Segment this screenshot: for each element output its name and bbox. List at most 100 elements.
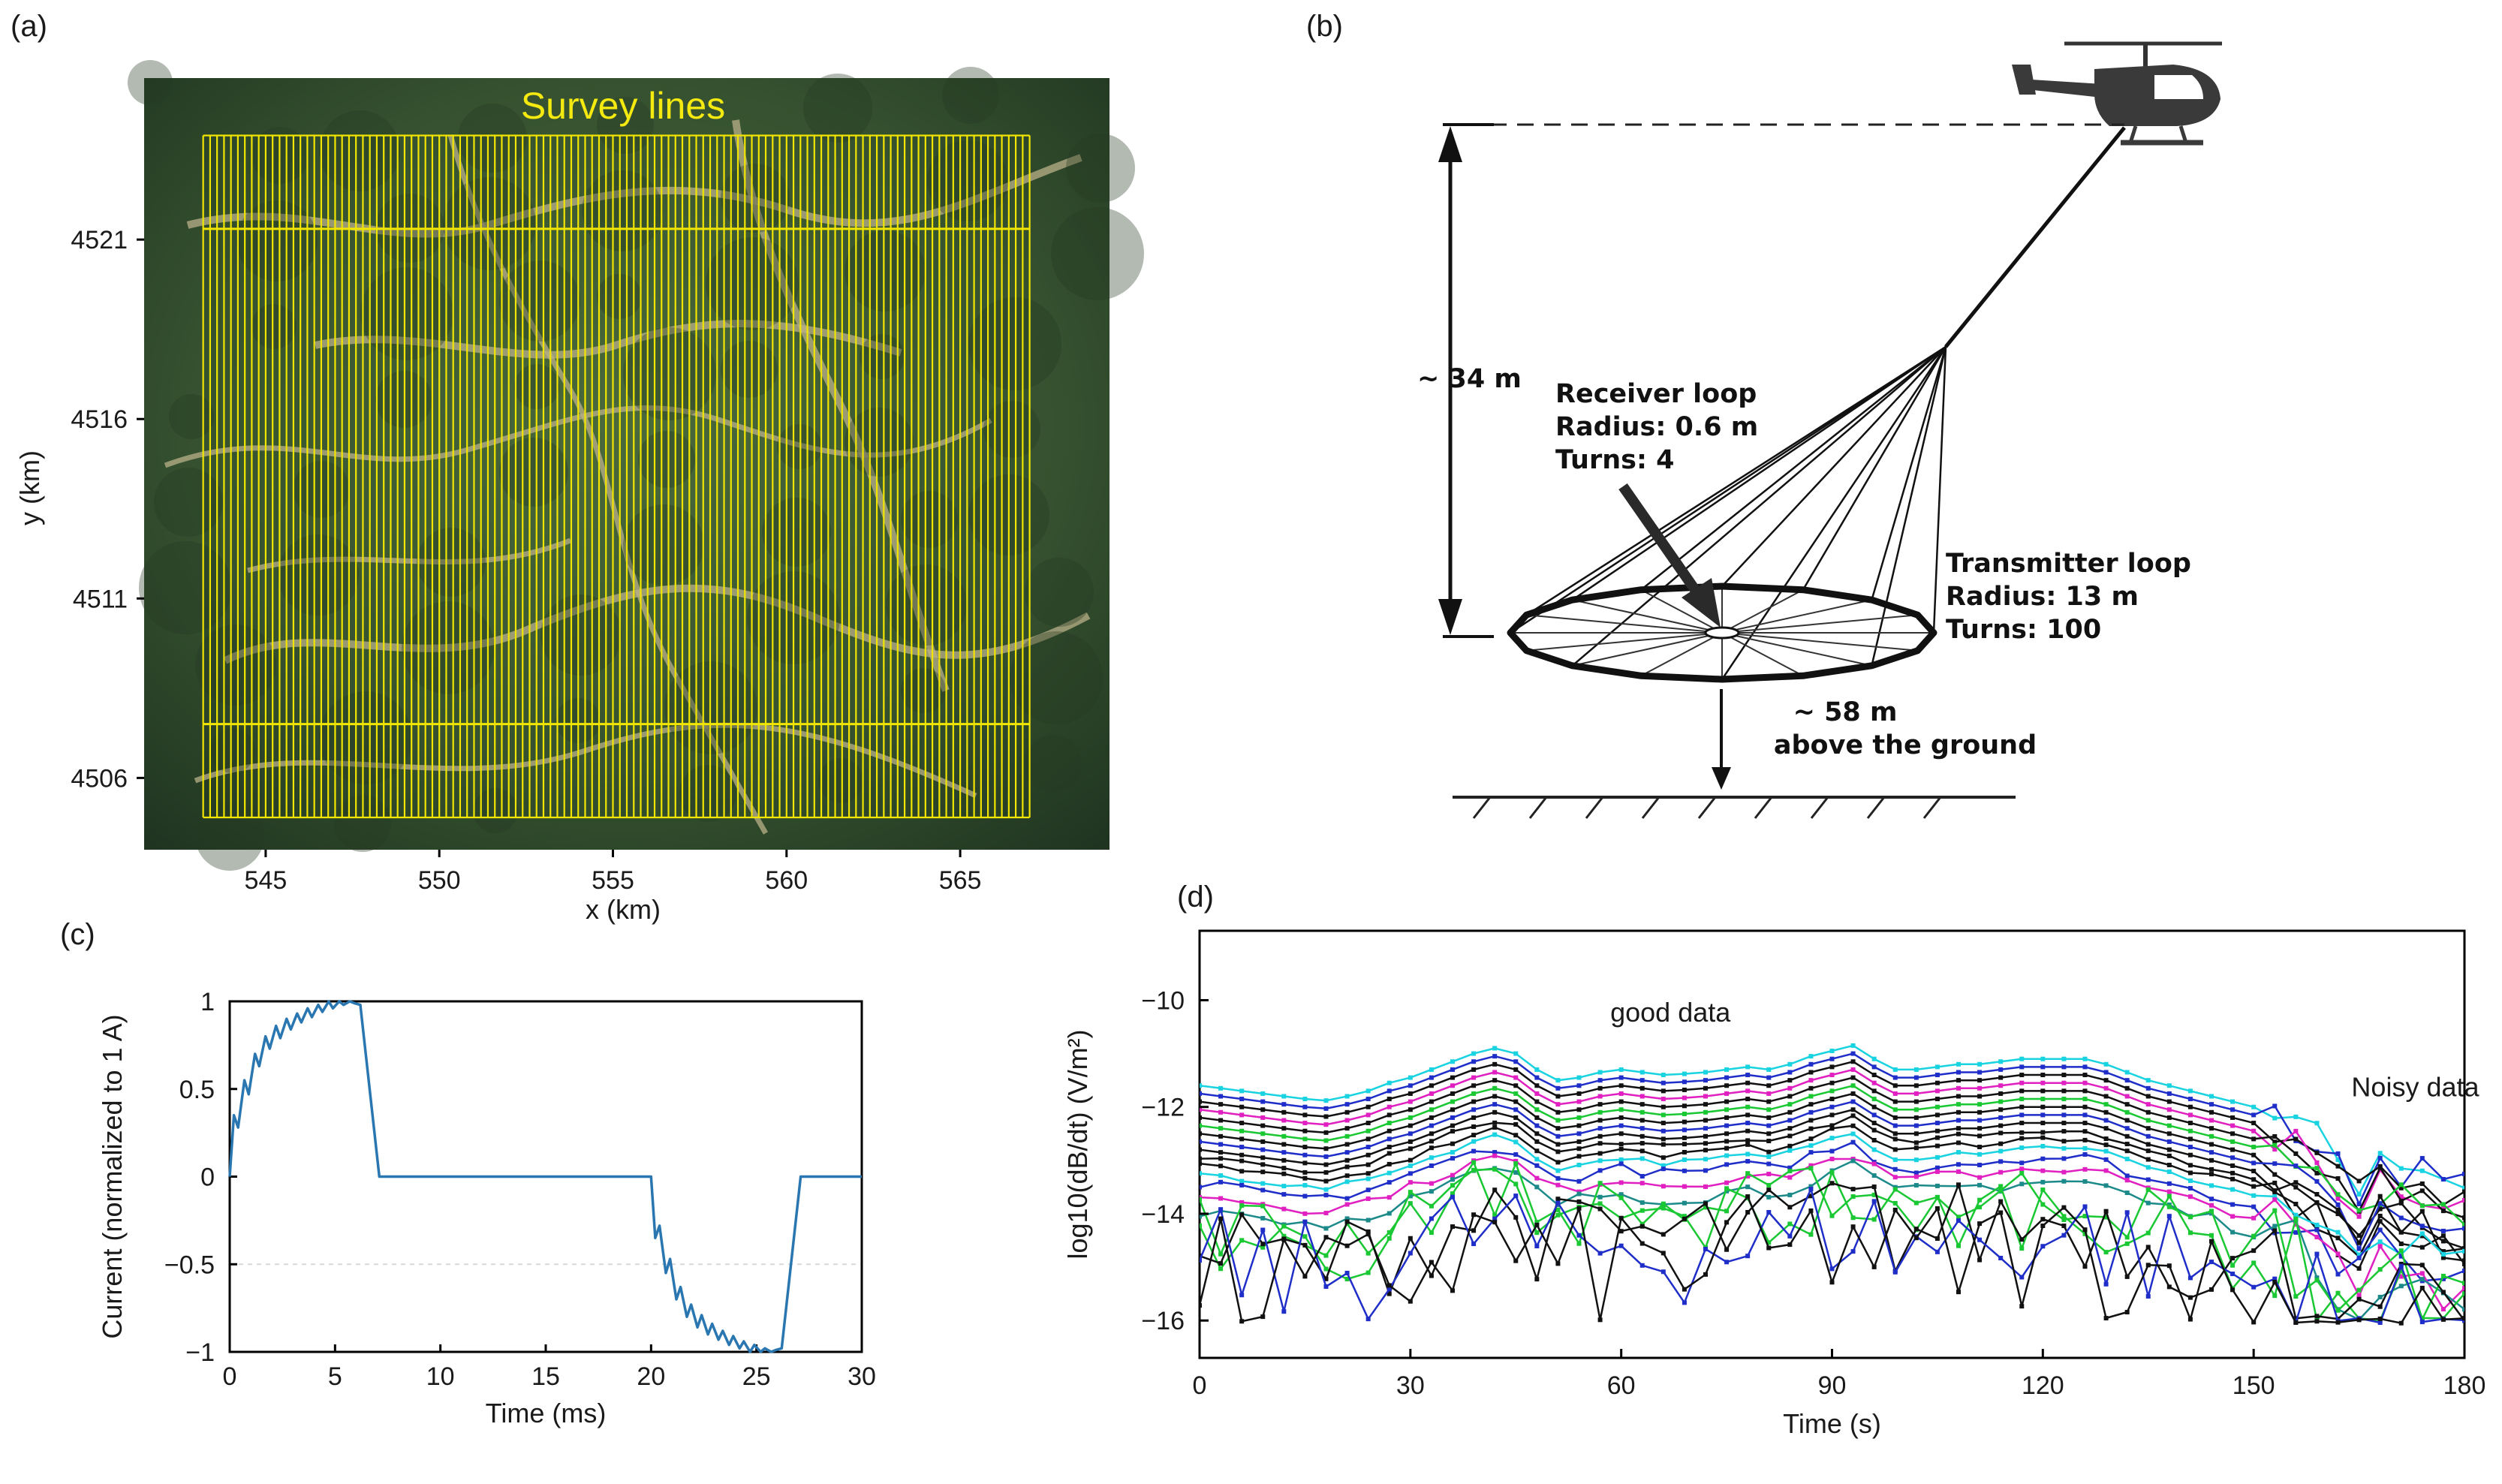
data-point	[2251, 1204, 2257, 1209]
terrain-shade	[251, 304, 297, 349]
data-point	[1808, 1054, 1814, 1059]
data-point	[1239, 1293, 1245, 1298]
data-point	[2019, 1275, 2025, 1280]
data-point	[1450, 1123, 1455, 1128]
data-point	[2187, 1104, 2193, 1109]
data-point	[2187, 1275, 2193, 1281]
data-point	[1302, 1211, 1308, 1216]
data-point	[1660, 1142, 1666, 1147]
data-point	[1239, 1145, 1245, 1150]
data-point	[2040, 1224, 2046, 1229]
data-point	[2103, 1136, 2109, 1142]
data-point	[2335, 1320, 2341, 1325]
data-point	[1745, 1151, 1751, 1157]
data-point	[2251, 1145, 2257, 1150]
data-point	[1829, 1157, 1835, 1162]
data-point	[2398, 1248, 2404, 1254]
data-point	[1429, 1181, 1434, 1186]
data-point	[2145, 1148, 2151, 1154]
data-point	[1745, 1194, 1751, 1200]
data-point	[2061, 1205, 2067, 1210]
data-point	[1408, 1171, 1413, 1176]
panel-b: (b) ~ 34 m	[1306, 10, 2222, 819]
data-point	[1850, 1123, 1856, 1128]
data-point	[1218, 1207, 1224, 1212]
data-point	[1323, 1106, 1329, 1111]
data-point	[1597, 1168, 1603, 1173]
data-point	[1766, 1149, 1772, 1154]
data-point	[2419, 1231, 2425, 1236]
data-point	[1787, 1242, 1793, 1248]
data-point	[2166, 1139, 2172, 1144]
data-point	[2187, 1088, 2193, 1094]
data-point	[1597, 1251, 1603, 1256]
data-point	[1850, 1043, 1856, 1048]
y-tick-label: 0.5	[179, 1076, 215, 1104]
data-point	[1218, 1126, 1224, 1131]
data-point	[2314, 1160, 2320, 1165]
data-point	[2082, 1204, 2088, 1209]
data-point	[2019, 1104, 2025, 1109]
data-point	[2082, 1214, 2088, 1219]
data-point	[1365, 1145, 1371, 1150]
data-point	[1703, 1141, 1708, 1146]
data-point	[1429, 1139, 1434, 1144]
map-y-tick-label: 4506	[71, 764, 128, 793]
terrain-shade	[154, 468, 223, 537]
data-point	[2145, 1109, 2151, 1115]
data-point	[2230, 1170, 2236, 1175]
data-point	[2187, 1215, 2193, 1220]
x-axis-title: Time (ms)	[486, 1398, 607, 1428]
data-point	[1281, 1133, 1287, 1139]
data-point	[2145, 1293, 2151, 1299]
terrain-shade	[128, 60, 173, 105]
data-point	[1934, 1194, 1940, 1200]
data-point	[1386, 1080, 1392, 1085]
series-line	[1200, 1182, 2464, 1322]
data-point	[1555, 1109, 1561, 1115]
data-point	[1323, 1146, 1329, 1151]
data-point	[1956, 1215, 1961, 1220]
data-point	[1787, 1061, 1793, 1067]
data-point	[1934, 1097, 1940, 1102]
data-point	[1218, 1150, 1224, 1155]
data-point	[1260, 1107, 1266, 1112]
data-point	[1200, 1139, 1202, 1144]
data-point	[1323, 1266, 1329, 1272]
data-point	[1344, 1243, 1350, 1248]
loop-spoke	[1572, 599, 1723, 634]
data-point	[2166, 1147, 2172, 1152]
data-point	[2440, 1273, 2446, 1278]
terrain-shade	[942, 67, 999, 124]
data-point	[1471, 1212, 1477, 1218]
ground-height-label: ~ 58 m	[1793, 697, 1898, 727]
data-point	[2061, 1129, 2067, 1134]
data-point	[1808, 1078, 1814, 1083]
data-point	[2314, 1200, 2320, 1205]
data-point	[1703, 1085, 1708, 1091]
data-point	[1323, 1235, 1329, 1240]
terrain-shade	[623, 327, 716, 420]
data-point	[1892, 1269, 1898, 1275]
data-point	[1724, 1131, 1730, 1136]
data-point	[2440, 1251, 2446, 1257]
data-point	[2061, 1224, 2067, 1229]
data-point	[2314, 1278, 2320, 1283]
data-point	[1724, 1247, 1730, 1252]
data-point	[1660, 1112, 1666, 1118]
data-point	[2314, 1275, 2320, 1281]
data-point	[1365, 1104, 1371, 1109]
data-point	[1745, 1138, 1751, 1143]
data-point	[1239, 1112, 1245, 1118]
data-point	[2440, 1249, 2446, 1254]
data-point	[2166, 1153, 2172, 1158]
data-point	[1429, 1075, 1434, 1080]
data-point	[1323, 1098, 1329, 1103]
data-point	[1218, 1109, 1224, 1115]
data-point	[1492, 1094, 1498, 1099]
data-point	[2230, 1163, 2236, 1168]
data-point	[2419, 1188, 2425, 1194]
data-point	[1365, 1176, 1371, 1181]
data-point	[1850, 1158, 1856, 1163]
data-point	[1302, 1160, 1308, 1166]
